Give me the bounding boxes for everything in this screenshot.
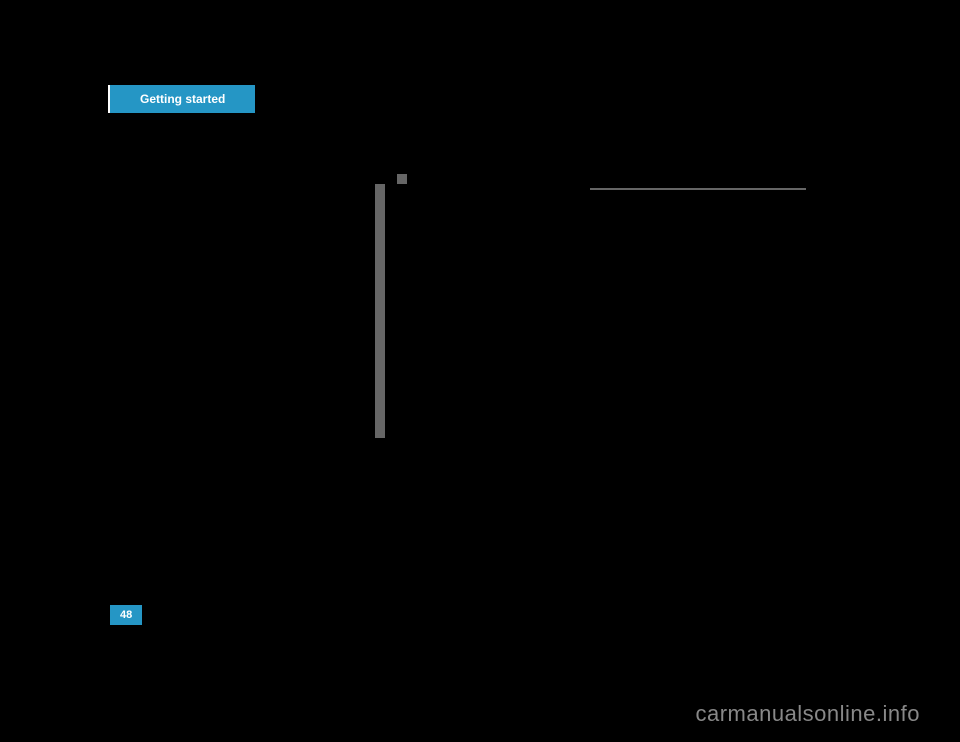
vertical-divider (375, 184, 385, 438)
decorative-square (397, 174, 407, 184)
horizontal-divider (590, 188, 806, 190)
section-header-badge: Getting started (108, 85, 255, 113)
watermark-text: carmanualsonline.info (695, 701, 920, 727)
page-number-badge: 48 (110, 605, 142, 625)
